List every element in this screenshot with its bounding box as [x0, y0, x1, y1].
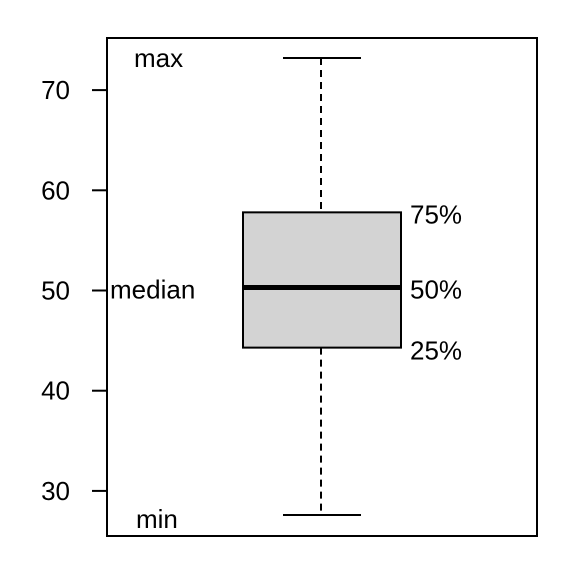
median-percent-label: 50%	[410, 275, 462, 305]
y-tick-label: 40	[41, 376, 70, 406]
y-axis: 30 40 50 60 70	[41, 75, 107, 506]
max-label: max	[134, 43, 183, 73]
y-tick-label: 70	[41, 75, 70, 105]
q1-label: 25%	[410, 336, 462, 366]
median-label: median	[110, 275, 195, 305]
q3-label: 75%	[410, 199, 462, 229]
annotations: max min median 75% 50% 25%	[110, 43, 462, 534]
min-label: min	[136, 504, 178, 534]
y-tick-label: 30	[41, 476, 70, 506]
box-plot	[242, 57, 402, 516]
plot-frame	[106, 37, 538, 537]
iqr-box	[242, 211, 402, 349]
y-tick-label: 50	[41, 276, 70, 306]
y-tick-label: 60	[41, 175, 70, 205]
